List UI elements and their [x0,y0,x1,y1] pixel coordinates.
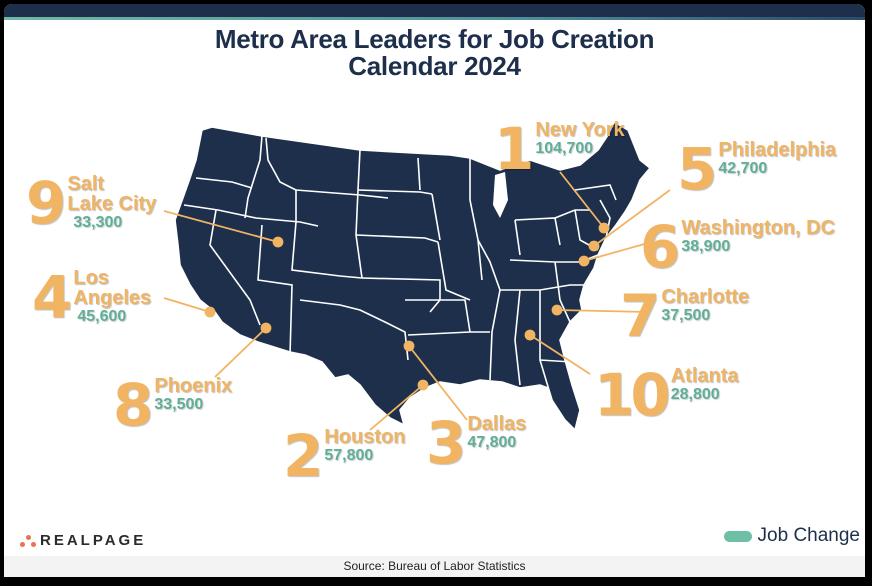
legend-swatch-job-change [723,530,752,542]
label-los-angeles: 4 Los Angeles 45,600 [32,268,151,326]
legend-label: Job Change [757,525,860,546]
city-name: Phoenix [154,375,233,397]
rank-number: 1 [494,115,535,183]
title-line-2: Calendar 2024 [348,51,521,81]
city-name-line-1: Los [73,267,109,289]
legend: Job Change [723,525,860,547]
source-footer: Source: Bureau of Labor Statistics [4,556,865,577]
realpage-logo: REALPAGE [18,532,146,549]
marker-houston [417,379,429,391]
label-salt-lake-city: 9 Salt Lake City 33,300 [26,174,156,232]
job-change-value: 33,300 [73,214,123,231]
title-line-1: Metro Area Leaders for Job Creation [214,24,655,54]
label-atlanta: 10 Atlanta 28,800 [594,366,739,424]
job-change-value: 47,800 [467,434,517,451]
state-borders [183,135,617,401]
city-name: Charlotte [661,286,750,308]
label-phoenix: 8 Phoenix 33,500 [113,376,232,434]
marker-new-york [598,222,610,234]
rank-number: 10 [594,361,671,429]
job-change-value: 37,500 [661,307,711,324]
marker-philadelphia [588,240,600,252]
city-name-line-2: Angeles [73,287,152,309]
label-new-york: 1 New York 104,700 [494,120,625,178]
label-houston: 2 Houston 57,800 [283,427,405,485]
city-name: Washington, DC [681,217,836,239]
label-dallas: 3 Dallas 47,800 [426,414,526,472]
rank-number: 3 [426,409,467,477]
city-name: Houston [324,426,406,448]
city-name: Atlanta [670,365,739,387]
city-name: Philadelphia [718,139,837,161]
job-change-value: 57,800 [324,447,374,464]
marker-los-angeles [204,306,216,318]
city-name-line-1: Salt [67,173,105,195]
rank-number: 2 [283,422,324,490]
job-change-value: 45,600 [77,308,127,325]
header-accent-stripe [4,17,865,20]
job-change-value: 28,800 [670,386,720,403]
city-name: New York [535,119,625,141]
label-charlotte: 7 Charlotte 37,500 [620,287,749,345]
marker-phoenix [260,322,272,334]
job-change-value: 42,700 [718,160,768,177]
source-text: Source: Bureau of Labor Statistics [343,559,526,573]
chart-title: Metro Area Leaders for Job Creation Cale… [4,26,865,80]
marker-dallas [403,340,415,352]
rank-number: 8 [113,371,154,439]
logo-text: REALPAGE [40,532,147,549]
header-bar [4,4,865,17]
marker-atlanta [524,329,536,341]
city-name: Dallas [467,413,527,435]
label-washington-dc: 6 Washington, DC 38,900 [640,218,835,276]
label-philadelphia: 5 Philadelphia 42,700 [677,140,836,198]
marker-washington-dc [578,255,590,267]
rank-number: 6 [640,213,681,281]
rank-number: 4 [32,263,73,331]
job-change-value: 38,900 [681,238,731,255]
rank-number: 7 [620,282,661,350]
job-change-value: 33,500 [154,396,204,413]
marker-salt-lake-city [272,236,284,248]
rank-number: 9 [26,169,67,237]
rank-number: 5 [677,135,718,203]
logo-dots-icon [18,534,40,548]
us-map-shape [174,121,651,431]
marker-charlotte [551,304,563,316]
city-name-line-2: Lake City [67,193,157,215]
job-change-value: 104,700 [535,140,594,157]
lake-michigan [493,172,508,218]
